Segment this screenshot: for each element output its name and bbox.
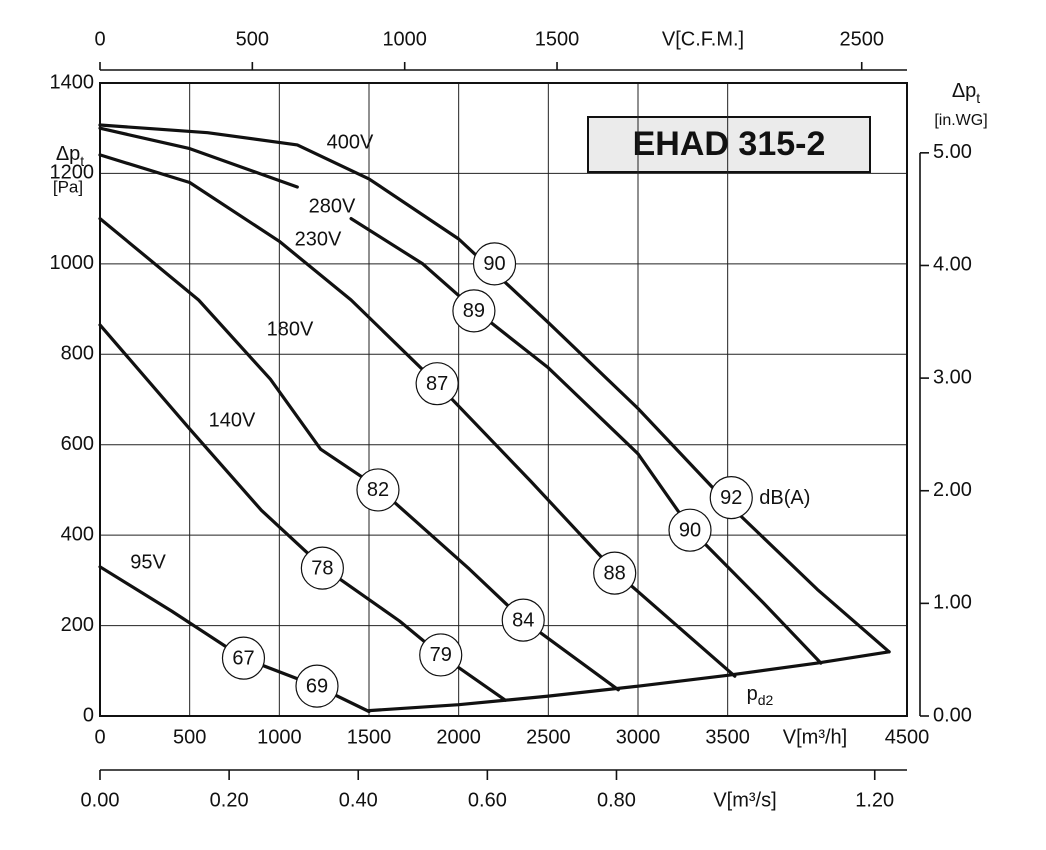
y-tick-label: 0	[83, 704, 94, 726]
y2-tick-label: 4.00	[933, 254, 972, 276]
db-value: 90	[483, 253, 505, 275]
bottom2-tick-label: 0.60	[468, 789, 507, 811]
bottom2-tick-label: 0.00	[81, 789, 120, 811]
db-value: 90	[679, 519, 701, 541]
x-tick-label: 2500	[526, 726, 571, 748]
db-marker	[221, 636, 266, 680]
db-value: 82	[367, 479, 389, 501]
y2-tick-label: 1.00	[933, 592, 972, 614]
curve-label: 180V	[267, 318, 314, 340]
y-tick-label: 400	[61, 523, 94, 545]
curve-label-sub: d2	[758, 692, 774, 708]
y-axis-unit: [Pa]	[53, 177, 83, 196]
y-axis-label-main: Δp	[56, 143, 80, 165]
top-tick-label: 2500	[839, 28, 884, 50]
x-tick-label: 1500	[347, 726, 392, 748]
y2-tick-label: 3.00	[933, 366, 972, 388]
chart-title: EHAD 315-2	[633, 125, 826, 163]
db-marker	[300, 546, 344, 590]
db-value: 84	[512, 609, 534, 631]
curve-label: pd2	[747, 683, 774, 707]
db-value: 89	[463, 300, 485, 322]
y-tick-label: 200	[61, 614, 94, 636]
curve-label: 400V	[327, 131, 374, 153]
db-marker	[593, 551, 637, 595]
db-marker	[295, 664, 339, 708]
y2-axis-label-main: Δp	[952, 80, 976, 102]
db-marker	[415, 362, 459, 406]
y-tick-label: 1400	[50, 71, 95, 93]
curve-label: 140V	[209, 409, 256, 431]
db-value: 88	[604, 562, 626, 584]
y-tick-label: 1000	[50, 252, 95, 274]
db-marker	[501, 598, 545, 642]
db-value: 87	[426, 373, 448, 395]
bottom2-tick-label: 0.80	[597, 789, 636, 811]
y2-axis-label: Δpt	[952, 80, 980, 105]
y-tick-label: 600	[61, 433, 94, 455]
title-box	[587, 116, 871, 173]
y2-axis-unit: [in.WG]	[934, 112, 987, 129]
db-value: 79	[430, 644, 452, 666]
db-value: 92	[720, 487, 742, 509]
db-marker	[472, 242, 517, 286]
y-axis-label: Δpt	[56, 143, 84, 168]
y2-tick-label: 5.00	[933, 141, 972, 163]
top-axis-label: V[C.F.M.]	[662, 28, 744, 50]
db-unit: dB(A)	[759, 487, 810, 509]
x-tick-label: 3500	[705, 726, 750, 748]
curve	[98, 123, 891, 654]
db-marker	[356, 468, 400, 512]
bottom2-tick-label: 0.20	[210, 789, 249, 811]
top-tick-label: 500	[236, 28, 269, 50]
db-marker	[452, 289, 496, 333]
curve-label-main: p	[747, 683, 758, 705]
db-value: 67	[232, 647, 254, 669]
db-marker	[709, 476, 753, 520]
x-tick-label: 500	[173, 726, 206, 748]
y2-tick-label: 0.00	[933, 704, 972, 726]
curve-label: 230V	[295, 228, 342, 250]
bottom2-axis-label: V[m³/s]	[713, 789, 776, 811]
bottom2-tick-label: 1.20	[855, 789, 894, 811]
x-tick-label: 3000	[616, 726, 661, 748]
curve	[98, 126, 823, 665]
db-marker	[419, 633, 463, 677]
top-tick-label: 0	[94, 28, 105, 50]
db-value: 78	[311, 557, 333, 579]
curve-label: 95V	[130, 551, 166, 573]
top-tick-label: 1500	[535, 28, 580, 50]
db-value: 69	[306, 675, 328, 697]
y-axis-label-sub: t	[80, 153, 84, 169]
y-tick-label: 800	[61, 343, 94, 365]
curve	[98, 153, 737, 678]
x-tick-label: 0	[94, 726, 105, 748]
plot-frame	[99, 82, 908, 717]
x-tick-label: 4500	[885, 726, 930, 748]
x-axis-label: V[m³/h]	[783, 726, 847, 748]
curve-label: 280V	[309, 195, 356, 217]
bottom2-tick-label: 0.40	[339, 789, 378, 811]
x-tick-label: 2000	[436, 726, 481, 748]
top-tick-label: 1000	[382, 28, 427, 50]
y-tick-label: 1200	[50, 162, 95, 184]
y2-axis-label-sub: t	[976, 90, 980, 106]
y2-tick-label: 2.00	[933, 479, 972, 501]
x-tick-label: 1000	[257, 726, 302, 748]
curve	[367, 650, 891, 713]
db-marker	[668, 508, 712, 552]
